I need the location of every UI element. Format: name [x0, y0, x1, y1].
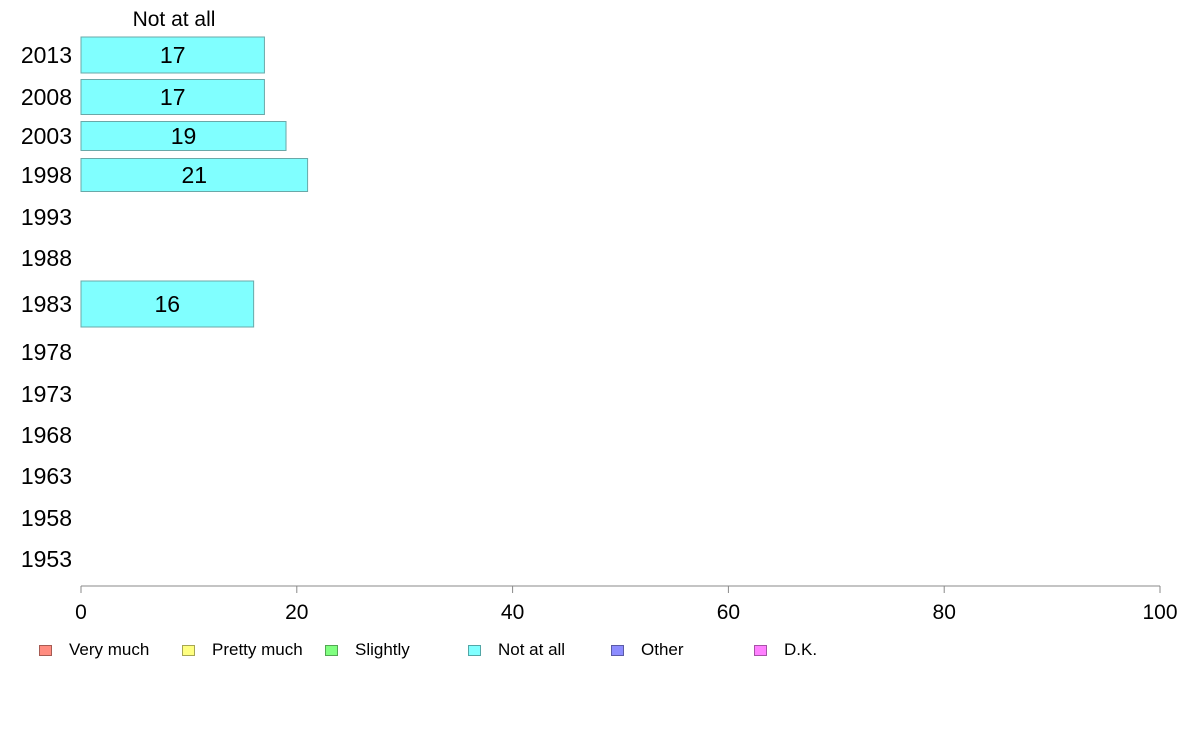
x-tick-label-100: 100	[1142, 601, 1177, 624]
legend-item: Not at all	[468, 639, 565, 661]
legend-item: Very much	[39, 639, 149, 661]
x-tick-label-40: 40	[501, 601, 524, 624]
legend-item: Pretty much	[182, 639, 303, 661]
bar-2003	[80, 121, 287, 151]
legend-swatch	[39, 644, 52, 656]
x-tick-label-60: 60	[717, 601, 740, 624]
y-label-1968: 1968	[21, 422, 72, 448]
y-label-1963: 1963	[21, 463, 72, 489]
legend-label: Not at all	[498, 640, 566, 659]
bar-2008	[80, 79, 265, 115]
bars-group: 17 17 19 21 16	[80, 36, 309, 328]
legend-swatch	[754, 644, 767, 656]
y-label-1988: 1988	[21, 245, 72, 271]
legend-label: Slightly	[355, 640, 410, 659]
y-label-2013: 2013	[21, 42, 72, 68]
legend-label: Pretty much	[212, 640, 303, 659]
bar-value-label-1983: 16	[155, 291, 181, 317]
x-tick-label-20: 20	[285, 601, 308, 624]
bar-1998	[80, 158, 309, 192]
legend: Very much Pretty much Slightly Not at all Ot…	[39, 639, 1139, 661]
legend-swatch	[468, 644, 481, 656]
legend-swatch	[611, 644, 624, 656]
bar-1983	[80, 280, 255, 328]
bar-value-label-1998: 21	[181, 162, 207, 188]
panel-title: Not at all	[133, 8, 216, 31]
legend-item: Slightly	[325, 639, 410, 661]
y-axis-labels: 2013 2008 2003 1998 1993 1988 1983 1978 1973 1968…	[21, 42, 72, 572]
bar-2013	[80, 36, 265, 74]
legend-label: Other	[641, 640, 684, 659]
y-label-1993: 1993	[21, 204, 72, 230]
y-label-2003: 2003	[21, 123, 72, 149]
x-axis: 0 20 40 60 80 100	[75, 585, 1178, 624]
y-label-1953: 1953	[21, 546, 72, 572]
x-tick-label-80: 80	[933, 601, 956, 624]
bar-value-label-2003: 19	[171, 123, 197, 149]
legend-label: Very much	[69, 640, 150, 659]
y-label-1978: 1978	[21, 339, 72, 365]
y-label-1983: 1983	[21, 291, 72, 317]
x-tick-label-0: 0	[75, 601, 87, 624]
y-label-1998: 1998	[21, 162, 72, 188]
y-label-1973: 1973	[21, 381, 72, 407]
legend-item: Other	[611, 639, 684, 661]
bar-value-label-2008: 17	[160, 84, 186, 110]
legend-label: D.K.	[784, 640, 818, 659]
bar-value-label-2013: 17	[160, 42, 186, 68]
legend-swatch	[325, 644, 338, 656]
y-label-1958: 1958	[21, 505, 72, 531]
legend-item: D.K.	[754, 639, 817, 661]
y-label-2008: 2008	[21, 84, 72, 110]
legend-swatch	[182, 644, 195, 656]
